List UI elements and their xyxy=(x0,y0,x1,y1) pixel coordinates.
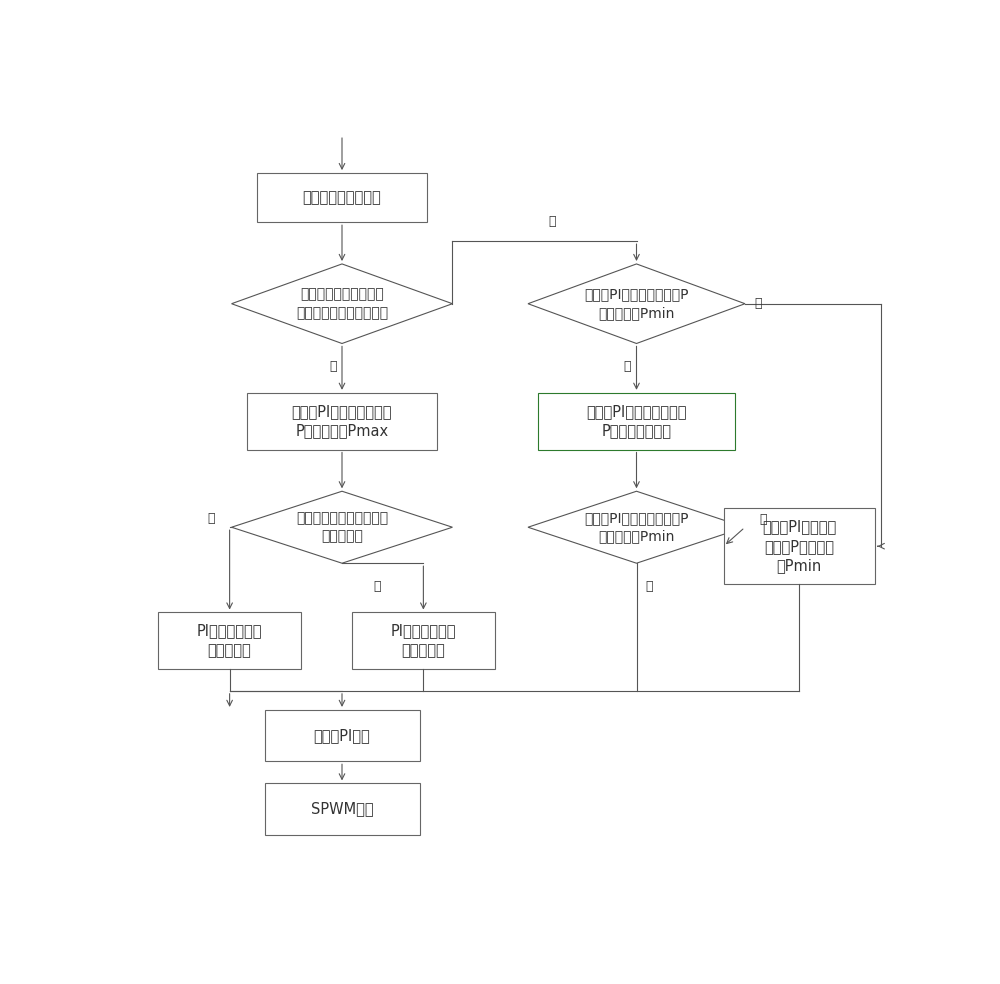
Bar xyxy=(352,612,495,669)
Text: 否: 否 xyxy=(646,580,653,593)
Text: 电流环PI调节器比例系数
P按预定步长递减: 电流环PI调节器比例系数 P按预定步长递减 xyxy=(586,403,687,439)
Text: 否: 否 xyxy=(373,580,381,593)
Text: PI调节器积分量
等比例增大: PI调节器积分量 等比例增大 xyxy=(391,624,456,658)
Text: PI调节器积分量
等比例减小: PI调节器积分量 等比例减小 xyxy=(197,624,262,658)
Text: 输出电流有效值与输出
电流设定值相差大于阀值: 输出电流有效值与输出 电流设定值相差大于阀值 xyxy=(296,287,388,320)
Text: 否: 否 xyxy=(754,297,762,310)
Bar xyxy=(158,612,301,669)
Polygon shape xyxy=(528,491,745,563)
Polygon shape xyxy=(232,264,452,343)
Text: 获取输出电流设定值: 获取输出电流设定值 xyxy=(303,190,381,205)
Text: 输出电流有效值大于输出
电流设定值: 输出电流有效值大于输出 电流设定值 xyxy=(296,511,388,543)
Text: 否: 否 xyxy=(548,215,556,227)
Bar xyxy=(264,709,420,762)
Text: 是: 是 xyxy=(623,360,631,373)
Text: 是: 是 xyxy=(759,513,766,526)
Text: 电流环PI调节器比例系数P
大于小系数Pmin: 电流环PI调节器比例系数P 大于小系数Pmin xyxy=(584,287,689,320)
Bar xyxy=(257,173,427,222)
Bar xyxy=(724,509,875,584)
Text: 是: 是 xyxy=(329,360,336,373)
Bar xyxy=(264,783,420,834)
Text: 电流环PI调节器比例系数P
小于小系数Pmin: 电流环PI调节器比例系数P 小于小系数Pmin xyxy=(584,511,689,543)
Bar xyxy=(538,393,735,450)
Text: 电流环PI调节: 电流环PI调节 xyxy=(314,728,370,743)
Text: 是: 是 xyxy=(207,512,215,524)
Text: SPWM调制: SPWM调制 xyxy=(311,802,373,817)
Bar xyxy=(247,393,437,450)
Text: 电流环PI调节器比例系数
P等于大系数Pmax: 电流环PI调节器比例系数 P等于大系数Pmax xyxy=(292,403,392,439)
Text: 电流环PI调节器比
例系数P等于小系
数Pmin: 电流环PI调节器比 例系数P等于小系 数Pmin xyxy=(762,519,836,574)
Polygon shape xyxy=(232,491,452,563)
Polygon shape xyxy=(528,264,745,343)
